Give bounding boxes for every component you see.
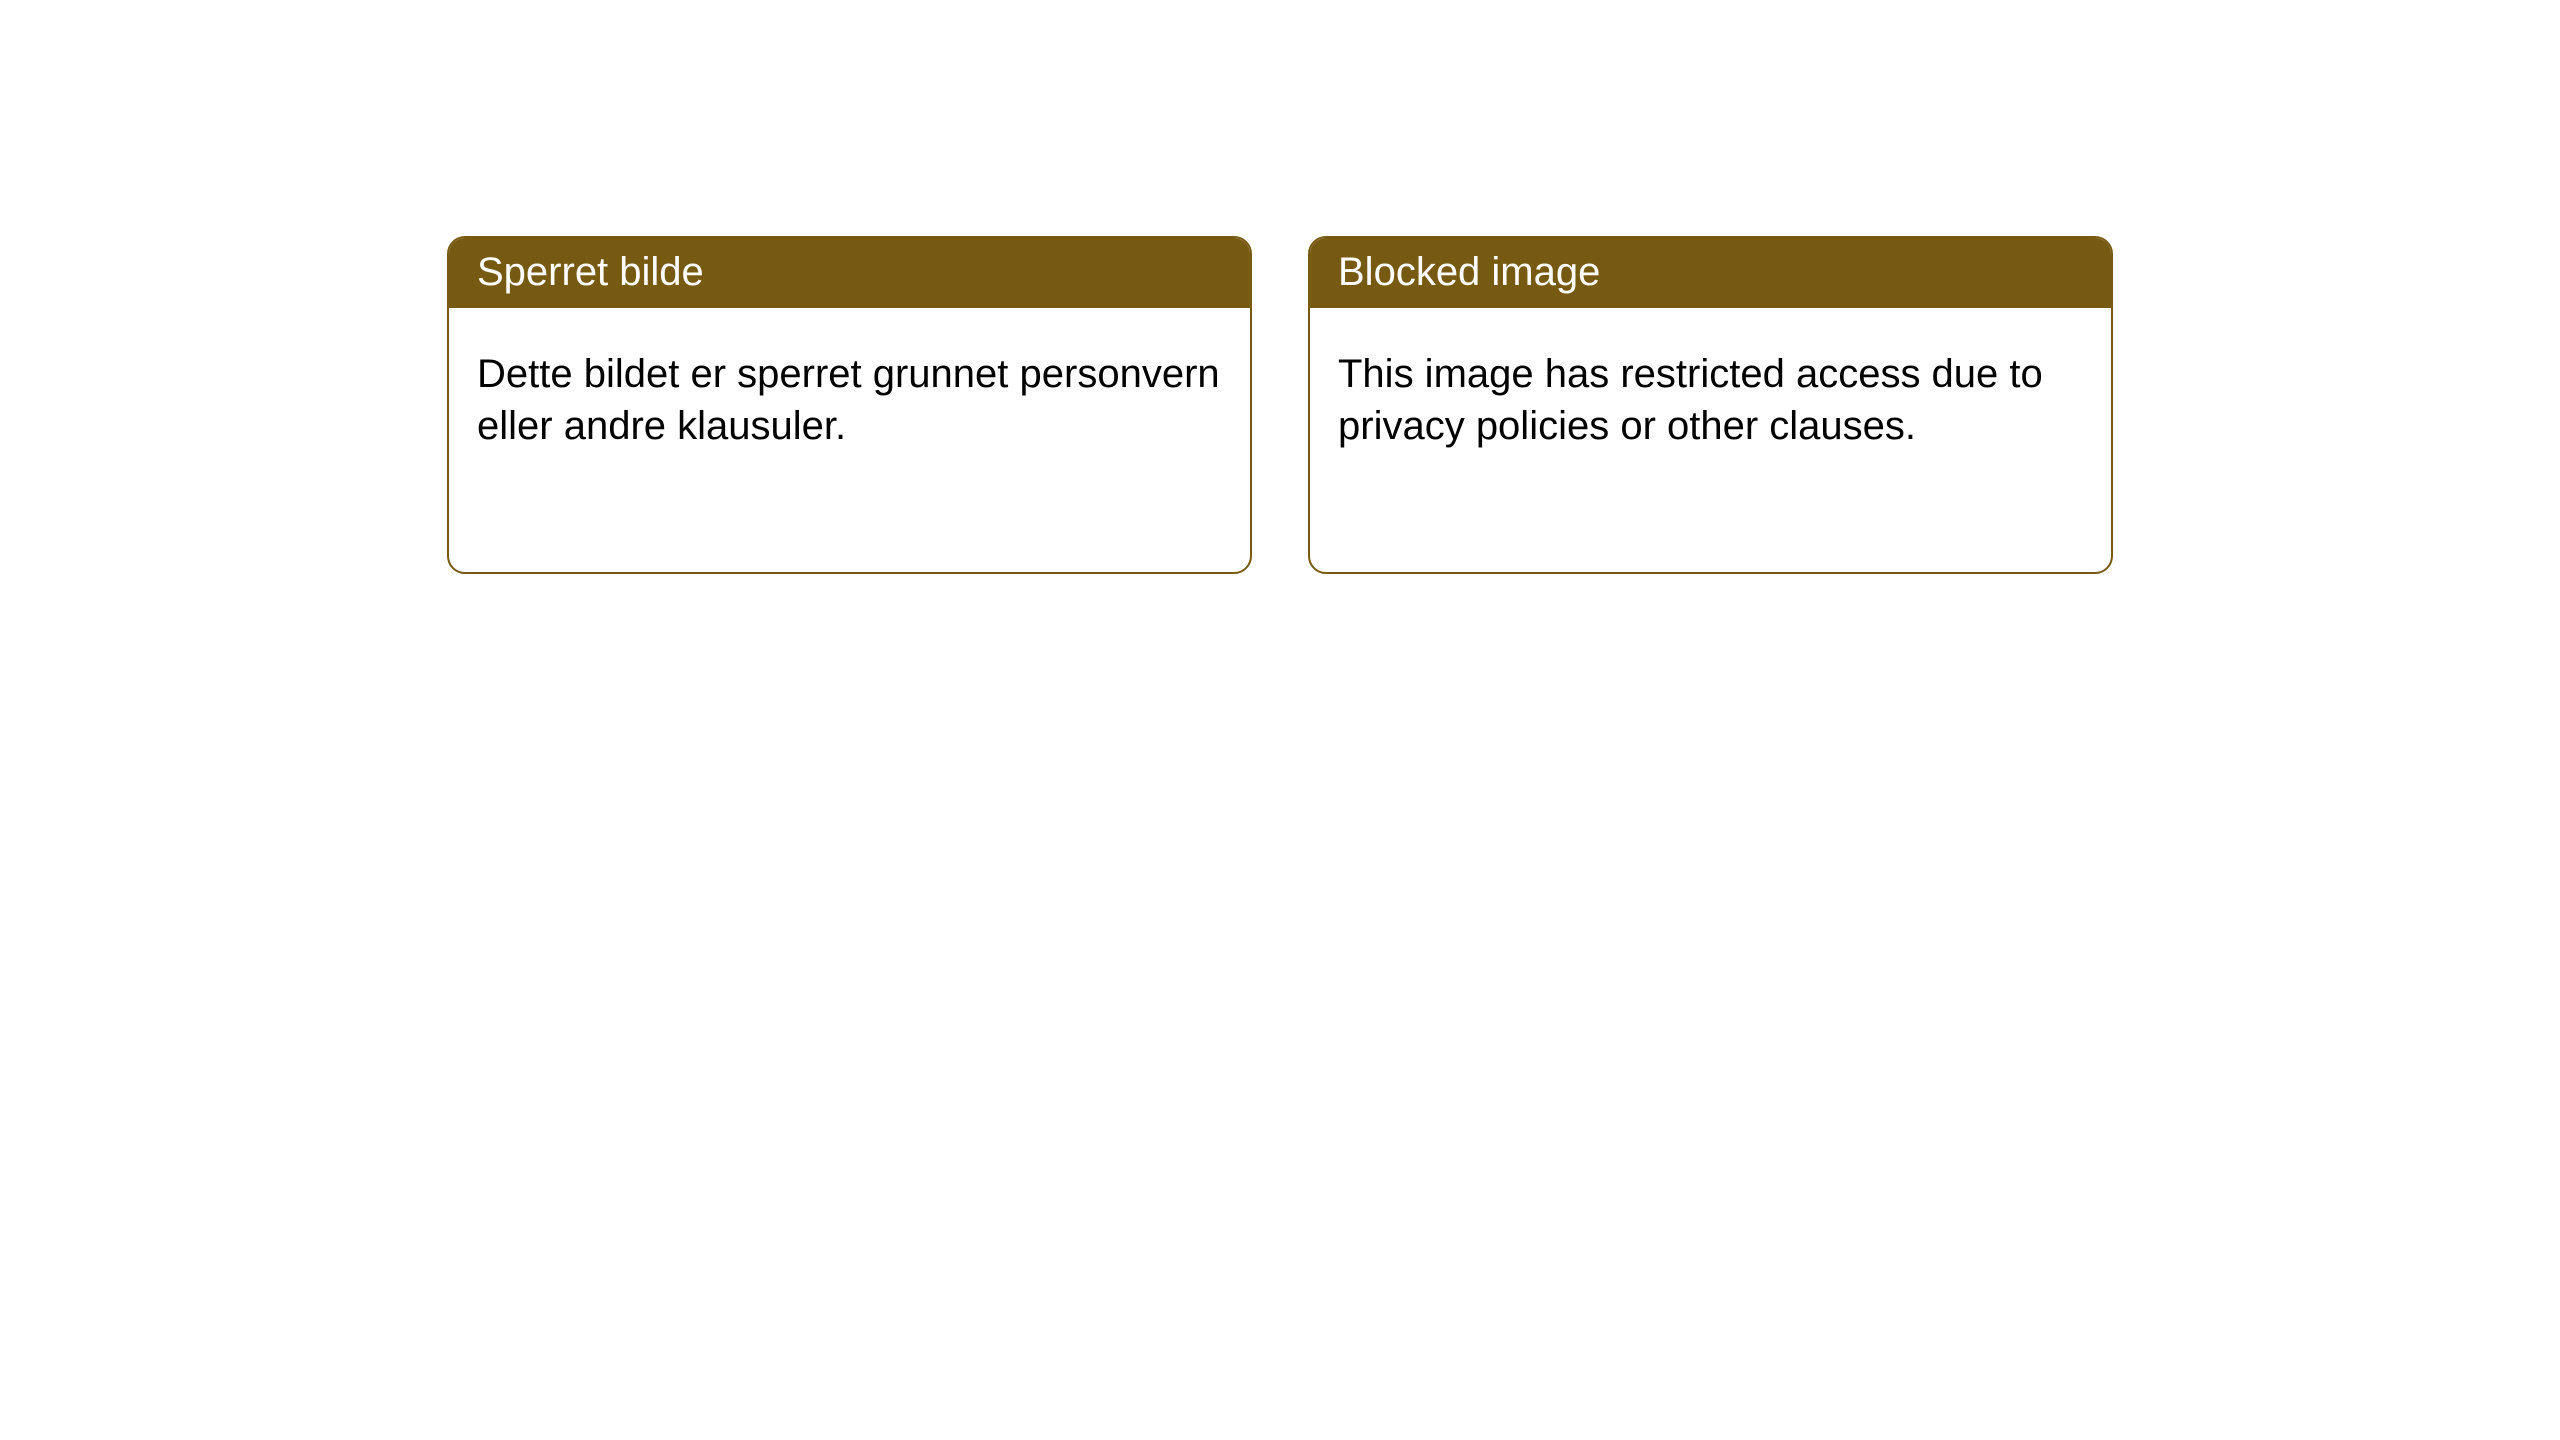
- card-body: This image has restricted access due to …: [1310, 308, 2111, 480]
- cards-container: Sperret bilde Dette bildet er sperret gr…: [447, 236, 2113, 574]
- card-body: Dette bildet er sperret grunnet personve…: [449, 308, 1250, 480]
- card-english: Blocked image This image has restricted …: [1308, 236, 2113, 574]
- card-header: Blocked image: [1310, 238, 2111, 308]
- card-header: Sperret bilde: [449, 238, 1250, 308]
- card-norwegian: Sperret bilde Dette bildet er sperret gr…: [447, 236, 1252, 574]
